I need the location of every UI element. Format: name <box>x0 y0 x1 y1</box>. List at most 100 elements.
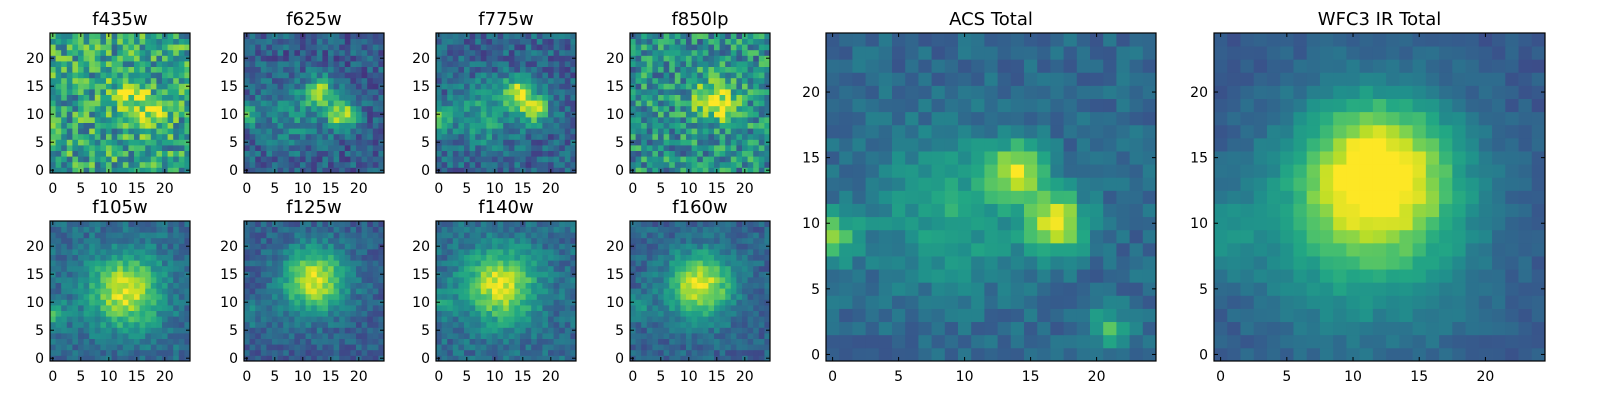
heatmap-cell <box>469 105 476 112</box>
heatmap-cell <box>492 139 498 146</box>
heatmap-cell <box>536 55 543 62</box>
heatmap-cell <box>486 145 493 151</box>
heatmap-cell <box>72 145 79 151</box>
heatmap-cell <box>686 117 692 123</box>
heatmap-cell <box>72 150 79 157</box>
heatmap-cell <box>525 305 532 311</box>
heatmap-cell <box>89 355 96 362</box>
heatmap-cell <box>747 150 754 157</box>
heatmap-cell <box>564 243 571 250</box>
heatmap-cell <box>525 293 532 300</box>
heatmap-cell <box>94 55 101 62</box>
heatmap-cell <box>333 271 340 278</box>
heatmap-cell <box>55 55 62 62</box>
heatmap-cell <box>66 161 73 168</box>
heatmap-cell <box>61 243 68 250</box>
heatmap-cell <box>356 254 362 261</box>
heatmap-cell <box>255 49 262 56</box>
heatmap-cell <box>344 100 351 107</box>
heatmap-cell <box>55 321 62 328</box>
heatmap-cell <box>255 72 262 79</box>
heatmap-cell <box>452 133 459 140</box>
heatmap-cell <box>288 327 295 334</box>
heatmap-cell <box>50 338 56 345</box>
heatmap-cell <box>641 150 648 157</box>
heatmap-cell <box>680 44 687 51</box>
heatmap-cell <box>553 83 560 90</box>
heatmap-cell <box>686 277 692 283</box>
heatmap-cell <box>367 293 374 300</box>
heatmap-cell <box>122 321 129 328</box>
heatmap-cell <box>178 282 185 289</box>
heatmap-cell <box>514 355 521 362</box>
heatmap-cell <box>333 260 340 267</box>
heatmap-cell <box>663 122 670 129</box>
heatmap-cell <box>525 38 532 45</box>
heatmap-cell <box>514 89 521 95</box>
heatmap-cell <box>344 260 351 267</box>
heatmap-cell <box>339 260 346 267</box>
heatmap-cell <box>372 89 379 95</box>
heatmap-cell <box>66 100 73 107</box>
heatmap-cell <box>548 55 554 62</box>
heatmap-cell <box>134 139 140 146</box>
heatmap-cell <box>447 243 454 250</box>
heatmap-cell <box>503 161 510 168</box>
heatmap-cell <box>736 128 743 135</box>
heatmap-cell <box>111 254 118 261</box>
heatmap-cell <box>173 55 180 62</box>
panel-title: f140w <box>478 197 533 218</box>
heatmap-cell <box>514 72 521 79</box>
axes-frame <box>243 32 385 174</box>
heatmap-cell <box>305 265 312 272</box>
heatmap-cell <box>167 133 174 140</box>
heatmap-cell <box>641 299 648 306</box>
heatmap-cell <box>333 338 340 345</box>
heatmap-cell <box>525 161 532 168</box>
heatmap-cell <box>372 61 379 67</box>
heatmap-cell <box>283 33 290 39</box>
heatmap-cell <box>339 133 346 140</box>
heatmap-cell <box>641 111 648 118</box>
heatmap-cell <box>702 133 709 140</box>
heatmap-cell <box>316 293 323 300</box>
heatmap-cell <box>356 133 362 140</box>
heatmap-cell <box>480 333 487 339</box>
heatmap-cell <box>184 44 191 51</box>
heatmap-cell <box>747 55 754 62</box>
heatmap-cell <box>55 293 62 300</box>
heatmap-cell <box>669 305 676 311</box>
heatmap-cell <box>764 44 771 51</box>
heatmap-cell <box>83 277 90 283</box>
heatmap-cell <box>344 249 351 255</box>
heatmap-cell <box>542 237 549 244</box>
heatmap-cell <box>464 333 470 339</box>
heatmap-cell <box>83 344 90 351</box>
heatmap-cell <box>503 156 510 163</box>
heatmap-cell <box>122 150 129 157</box>
heatmap-cell <box>78 55 84 62</box>
heatmap-cell <box>464 139 470 146</box>
heatmap-cell <box>646 128 653 135</box>
heatmap-cell <box>305 117 312 123</box>
heatmap-cell <box>145 38 152 45</box>
heatmap-cell <box>658 321 664 328</box>
heatmap-cell <box>178 321 185 328</box>
heatmap-cell <box>255 77 262 84</box>
heatmap-cell <box>378 265 385 272</box>
heatmap-cell <box>260 117 267 123</box>
heatmap-cell <box>464 327 470 334</box>
heatmap-cell <box>50 161 56 168</box>
heatmap-cell <box>128 321 135 328</box>
heatmap-cell <box>150 321 157 328</box>
heatmap-cell <box>747 139 754 146</box>
heatmap-cell <box>702 44 709 51</box>
heatmap-cell <box>553 128 560 135</box>
heatmap-cell <box>441 316 448 323</box>
heatmap-cell <box>480 282 487 289</box>
heatmap-cell <box>674 77 681 84</box>
heatmap-cell <box>117 338 124 345</box>
heatmap-cell <box>646 327 653 334</box>
heatmap-cell <box>447 94 454 101</box>
heatmap-cell <box>184 316 191 323</box>
